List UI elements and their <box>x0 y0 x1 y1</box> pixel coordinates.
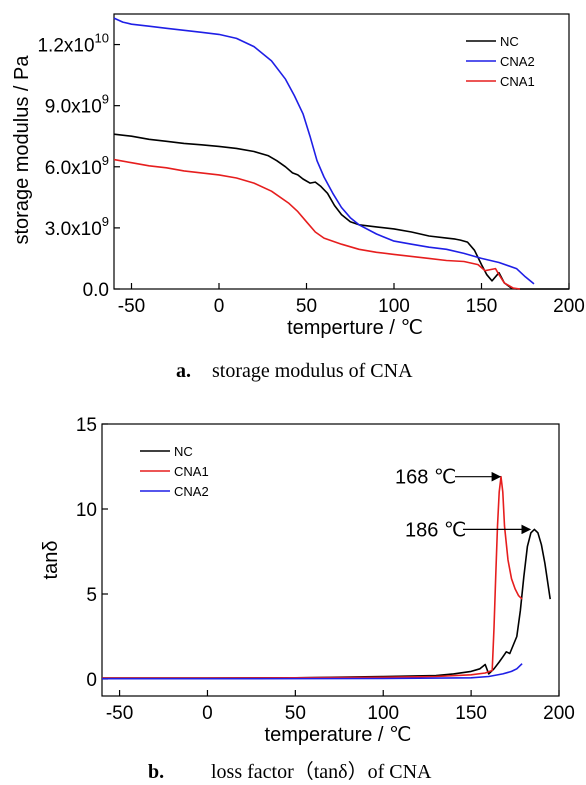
legend-label-cna1: CNA1 <box>174 464 209 479</box>
x-tick-label: 50 <box>296 296 317 317</box>
y-tick-base: 9.0x10 <box>45 97 102 118</box>
y-tick-label: 3.0x109 <box>45 214 109 240</box>
y-tick-exponent: 9 <box>102 153 109 168</box>
x-tick-label: -50 <box>118 296 145 317</box>
y-tick-base: 0.0 <box>83 280 109 301</box>
y-axis-ticks-b: 0 5 10 15 <box>76 415 108 691</box>
y-tick-label: 5 <box>86 585 97 606</box>
legend-a: NC CNA2 CNA1 <box>466 34 535 89</box>
x-axis-ticks-a: -50 0 50 100 150 200 <box>118 283 585 317</box>
x-axis-ticks-b: -50 0 50 100 150 200 <box>106 690 575 724</box>
legend-label-cna1: CNA1 <box>500 74 535 89</box>
chart-storage-modulus: -50 0 50 100 150 200 0.03.0x1096.0x1099.0x109… <box>11 13 585 382</box>
legend-label-nc: NC <box>500 34 519 49</box>
series-line-nc <box>113 133 569 290</box>
x-tick-label: 0 <box>214 296 225 317</box>
series-group-a <box>113 17 569 290</box>
y-axis-label-a: storage modulus / Pa <box>11 55 33 245</box>
x-tick-label: 100 <box>378 296 410 317</box>
series-line-cna2 <box>102 663 523 680</box>
y-axis-label-b: tanδ <box>40 541 62 580</box>
y-tick-label: 9.0x109 <box>45 92 109 118</box>
x-tick-label: 200 <box>553 296 585 317</box>
y-tick-exponent: 10 <box>95 31 109 46</box>
y-tick-label: 1.2x1010 <box>37 31 109 57</box>
x-tick-label: 0 <box>202 703 213 724</box>
series-group-b <box>102 475 551 680</box>
x-tick-label: -50 <box>106 703 133 724</box>
legend-label-nc: NC <box>174 444 193 459</box>
plot-area-b <box>101 423 560 697</box>
x-tick-label: 50 <box>285 703 306 724</box>
annotation-label: 186 ℃ <box>405 519 466 541</box>
y-tick-label: 0 <box>86 670 97 691</box>
y-tick-exponent: 9 <box>102 214 109 229</box>
annotations-b: 168 ℃ 186 ℃ <box>395 467 532 541</box>
x-tick-label: 200 <box>543 703 575 724</box>
legend-label-cna2: CNA2 <box>500 54 535 69</box>
y-tick-label: 0.0 <box>83 280 109 301</box>
y-tick-base: 3.0x10 <box>45 219 102 240</box>
caption-letter-a: a. <box>176 360 191 382</box>
y-tick-label: 10 <box>76 500 97 521</box>
legend-b: NC CNA1 CNA2 <box>140 444 209 499</box>
caption-letter-b: b. <box>148 761 164 783</box>
x-axis-label-a: temperture / ℃ <box>287 317 423 339</box>
x-axis-label-b: temperature / ℃ <box>265 724 412 746</box>
legend-label-cna2: CNA2 <box>174 484 209 499</box>
y-tick-base: 1.2x10 <box>37 36 94 57</box>
y-tick-label: 6.0x109 <box>45 153 109 179</box>
y-tick-exponent: 9 <box>102 92 109 107</box>
series-line-cna1 <box>113 158 521 290</box>
series-line-cna1 <box>102 475 523 679</box>
plot-area-a <box>113 13 570 290</box>
caption-text-b: loss factor（tanδ）of CNA <box>211 760 432 783</box>
x-tick-label: 150 <box>466 296 498 317</box>
caption-text-a: storage modulus of CNA <box>212 360 413 382</box>
annotation-label: 168 ℃ <box>395 467 456 489</box>
series-line-cna2 <box>113 17 535 285</box>
y-tick-label: 15 <box>76 415 97 436</box>
series-line-nc <box>102 528 551 679</box>
y-tick-base: 6.0x10 <box>45 158 102 179</box>
x-tick-label: 150 <box>455 703 487 724</box>
x-tick-label: 100 <box>367 703 399 724</box>
